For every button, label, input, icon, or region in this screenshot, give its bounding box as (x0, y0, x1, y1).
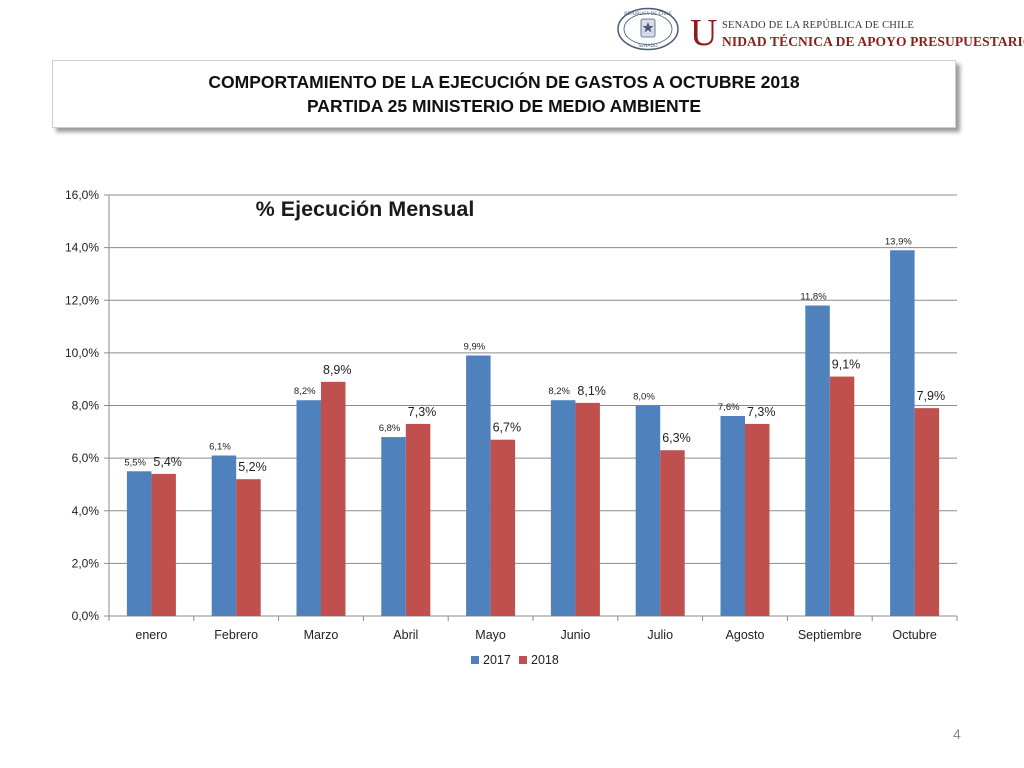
data-label-2017: 6,8% (379, 423, 401, 434)
bar-2017 (720, 416, 745, 616)
logo-initial: U (690, 12, 718, 54)
y-tick-label: 16,0% (65, 188, 99, 202)
data-label-2018: 6,7% (493, 421, 522, 435)
bar-2018 (914, 408, 940, 616)
y-tick-label: 2,0% (72, 556, 100, 570)
slide-title-line-1: COMPORTAMIENTO DE LA EJECUCIÓN DE GASTOS… (208, 72, 800, 92)
x-tick-label: Agosto (726, 628, 765, 642)
y-tick-label: 0,0% (72, 609, 100, 623)
logo-bottom-text: NIDAD TÉCNICA DE APOYO PRESUPUESTARIO (722, 34, 1024, 49)
legend-swatch-2017 (471, 656, 479, 664)
x-tick-label: Mayo (475, 628, 506, 642)
bar-2018 (405, 423, 431, 616)
logo-top-text: SENADO DE LA REPÚBLICA DE CHILE (722, 20, 914, 31)
legend-label-2017: 2017 (483, 653, 511, 667)
bar-2017 (126, 471, 152, 616)
page-number: 4 (953, 726, 961, 742)
chart-title: % Ejecución Mensual (256, 197, 475, 221)
bar-2017 (635, 405, 661, 616)
bar-2017 (466, 355, 491, 616)
bar-2018 (490, 439, 516, 616)
data-label-2017: 11,8% (800, 292, 827, 303)
bar-2018 (236, 479, 261, 616)
senado-seal-logo: REPÚBLICA DE CHILE SENADO (617, 7, 679, 51)
y-tick-label: 6,0% (72, 451, 100, 465)
x-tick-label: Octubre (892, 628, 937, 642)
seal-text-top: REPÚBLICA DE CHILE (624, 10, 672, 17)
data-label-2017: 5,5% (124, 457, 146, 468)
data-label-2017: 8,2% (294, 386, 316, 397)
bar-2018 (575, 402, 600, 616)
data-label-2018: 5,2% (238, 460, 267, 474)
bar-2017 (890, 250, 915, 616)
x-tick-label: Febrero (214, 628, 258, 642)
data-label-2017: 9,9% (464, 342, 486, 353)
x-tick-label: Abril (393, 628, 418, 642)
y-tick-label: 10,0% (65, 346, 99, 360)
data-label-2018: 7,3% (747, 405, 776, 419)
data-label-2018: 5,4% (153, 455, 182, 469)
seal-text-bottom: SENADO (638, 43, 658, 49)
bar-2018 (660, 450, 685, 616)
data-label-2018: 7,9% (917, 389, 946, 403)
y-tick-label: 4,0% (72, 504, 100, 518)
bar-2018 (745, 423, 770, 616)
data-label-2017: 7,6% (718, 402, 740, 413)
x-tick-label: Marzo (304, 628, 339, 642)
bar-2017 (211, 455, 237, 616)
y-tick-label: 12,0% (65, 293, 99, 307)
bar-2018 (151, 473, 176, 616)
data-label-2017: 13,9% (885, 236, 912, 247)
x-tick-label: enero (135, 628, 167, 642)
y-tick-label: 8,0% (72, 399, 100, 413)
x-tick-label: Junio (560, 628, 590, 642)
data-label-2017: 8,0% (633, 392, 655, 403)
y-tick-label: 14,0% (65, 241, 99, 255)
data-label-2018: 6,3% (662, 431, 691, 445)
data-label-2018: 8,1% (577, 384, 606, 398)
bar-2018 (321, 381, 346, 616)
legend-swatch-2018 (519, 656, 527, 664)
legend-label-2018: 2018 (531, 653, 559, 667)
data-label-2017: 8,2% (548, 386, 570, 397)
slide-title-box: COMPORTAMIENTO DE LA EJECUCIÓN DE GASTOS… (52, 60, 956, 128)
data-label-2017: 6,1% (209, 441, 231, 452)
data-label-2018: 8,9% (323, 363, 352, 377)
x-tick-label: Septiembre (798, 628, 862, 642)
data-label-2018: 7,3% (408, 405, 437, 419)
bar-2017 (550, 400, 576, 616)
bar-2017 (805, 305, 830, 616)
slide-title-line-2: PARTIDA 25 MINISTERIO DE MEDIO AMBIENTE (306, 96, 702, 116)
x-tick-label: Julio (647, 628, 673, 642)
data-label-2018: 9,1% (832, 358, 861, 372)
bar-2017 (381, 437, 406, 616)
bar-2018 (829, 376, 855, 616)
bar-2017 (296, 400, 321, 616)
